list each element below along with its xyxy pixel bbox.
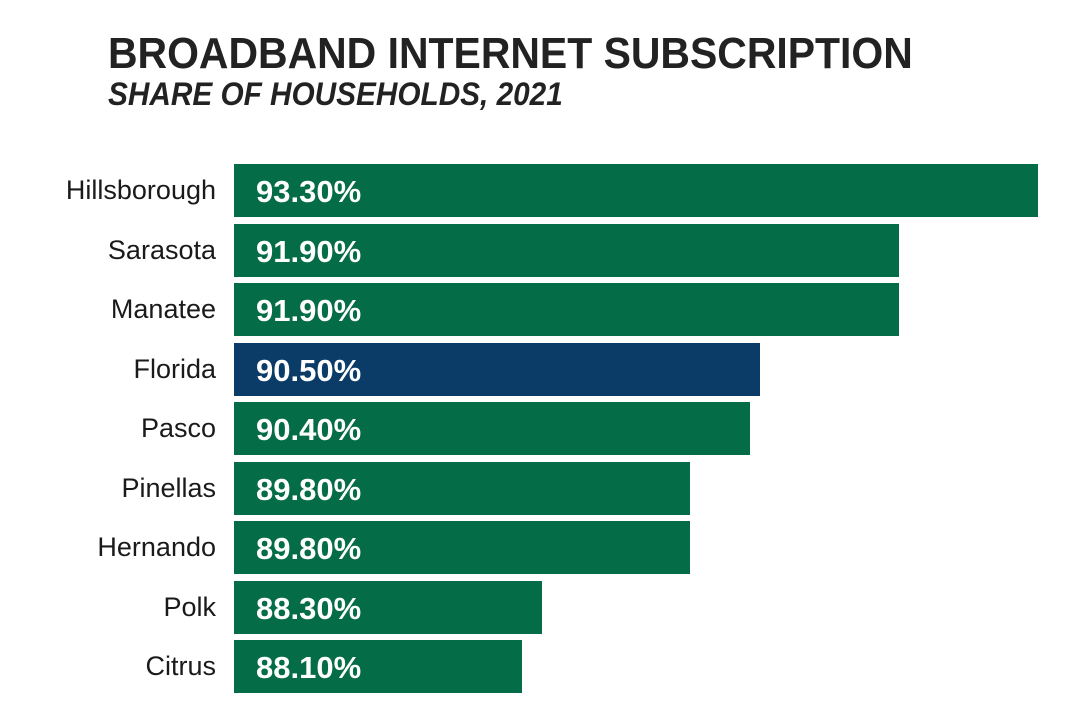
category-label: Hillsborough (65, 175, 216, 205)
chart-subtitle: SHARE OF HOUSEHOLDS, 2021 (108, 76, 563, 112)
bar: 91.90% (234, 223, 899, 277)
bar-row-polk: Polk 88.30% (0, 580, 1072, 634)
bar-row-manatee: Manatee 91.90% (0, 283, 1072, 336)
bar: 89.80% (234, 461, 691, 515)
bar: 91.90% (234, 283, 899, 336)
bar: 88.10% (234, 640, 522, 693)
bar: 88.30% (234, 580, 542, 634)
category-label: Hernando (97, 532, 216, 562)
value-label: 88.10% (256, 650, 362, 685)
category-label: Citrus (145, 651, 216, 681)
value-label: 89.80% (256, 531, 362, 566)
category-label: Florida (133, 353, 216, 384)
value-label: 93.30% (256, 174, 362, 209)
value-label: 88.30% (256, 590, 362, 626)
category-label: Polk (163, 591, 216, 622)
bar: 90.50% (234, 342, 760, 396)
value-label: 90.40% (256, 412, 362, 447)
bar-row-pasco: Pasco 90.40% (0, 402, 1072, 455)
value-label: 90.50% (256, 352, 362, 388)
category-label: Sarasota (107, 234, 216, 265)
bar-row-hillsborough: Hillsborough 93.30% (0, 164, 1072, 217)
category-label: Manatee (110, 294, 216, 324)
bar-row-pinellas: Pinellas 89.80% (0, 461, 1072, 515)
bar-row-citrus: Citrus 88.10% (0, 640, 1072, 693)
chart-title: BROADBAND INTERNET SUBSCRIPTION (108, 29, 913, 78)
value-label: 91.90% (256, 293, 362, 328)
value-label: 91.90% (256, 233, 362, 269)
category-label: Pinellas (121, 472, 216, 503)
bar-row-hernando: Hernando 89.80% (0, 521, 1072, 574)
category-label: Pasco (140, 413, 216, 443)
bar: 89.80% (234, 521, 691, 574)
bar-row-sarasota: Sarasota 91.90% (0, 223, 1072, 277)
bar: 90.40% (234, 402, 750, 455)
value-label: 89.80% (256, 471, 362, 507)
bar: 93.30% (234, 164, 1038, 217)
bar-row-florida: Florida 90.50% (0, 342, 1072, 396)
